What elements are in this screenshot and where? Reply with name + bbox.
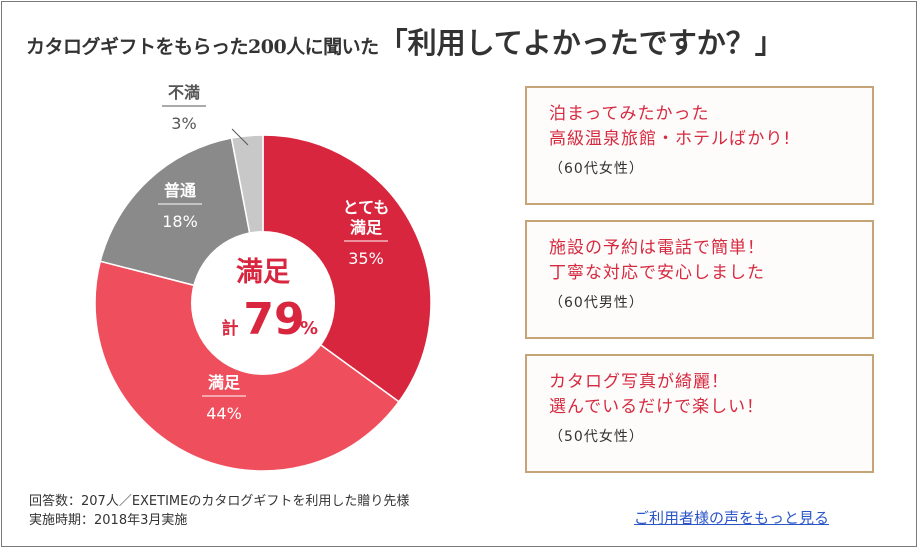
slice-name-label: 不満 xyxy=(168,83,200,102)
testimonial-card: 施設の予約は電話で簡単！ 丁寧な対応で安心しました （60代男性） xyxy=(525,220,874,339)
slice-name-label: とても xyxy=(343,198,390,217)
slice-name-label: 満足 xyxy=(208,373,241,392)
testimonial-quote-line: 泊まってみたかった xyxy=(549,104,710,124)
period-note: 実施時期：2018年3月実施 xyxy=(29,513,188,528)
center-label: 満足 xyxy=(236,257,290,288)
center-total: 79 xyxy=(243,294,304,345)
slice-value-label: 44% xyxy=(206,404,242,423)
testimonial-author: （60代女性） xyxy=(549,161,644,177)
slice-value-label: 35% xyxy=(348,249,384,268)
more-reviews-link[interactable]: ご利用者様の声をもっと見る xyxy=(634,509,830,527)
testimonial-quote-line: 施設の予約は電話で簡単！ xyxy=(549,238,765,258)
slice-value-label: 3% xyxy=(171,114,196,133)
testimonial-author: （60代男性） xyxy=(549,295,644,311)
slice-name-label: 満足 xyxy=(350,218,383,237)
headline-lead: カタログギフトをもらった200人に聞いた xyxy=(26,36,379,58)
headline: カタログギフトをもらった200人に聞いた「利用してよかったですか？」 xyxy=(26,20,784,62)
center-prefix: 計 xyxy=(222,318,239,339)
center-disc xyxy=(191,231,335,375)
survey-notes: 回答数：207人／EXETIMEのカタログギフトを利用した贈り先様 実施時期：2… xyxy=(29,492,409,530)
testimonial-author: （50代女性） xyxy=(549,429,644,445)
slice-very-satisfied xyxy=(262,134,432,403)
center-unit: % xyxy=(300,318,318,339)
testimonial-card: カタログ写真が綺麗！ 選んでいるだけで楽しい！ （50代女性） xyxy=(525,354,874,473)
leader-line xyxy=(231,128,249,146)
headline-emphasis: 「利用してよかったですか？」 xyxy=(378,26,784,60)
slice-name-label: 普通 xyxy=(164,181,196,200)
testimonial-quote-line: カタログ写真が綺麗！ xyxy=(549,372,729,392)
testimonial-quote-line: 高級温泉旅館・ホテルばかり! xyxy=(549,129,792,149)
testimonial-card: 泊まってみたかった 高級温泉旅館・ホテルばかり! （60代女性） xyxy=(525,86,874,205)
respondents-note: 回答数：207人／EXETIMEのカタログギフトを利用した贈り先様 xyxy=(29,494,410,509)
slice-value-label: 18% xyxy=(162,212,198,231)
testimonial-quote-line: 丁寧な対応で安心しました xyxy=(549,263,765,283)
testimonial-quote-line: 選んでいるだけで楽しい！ xyxy=(549,397,765,417)
